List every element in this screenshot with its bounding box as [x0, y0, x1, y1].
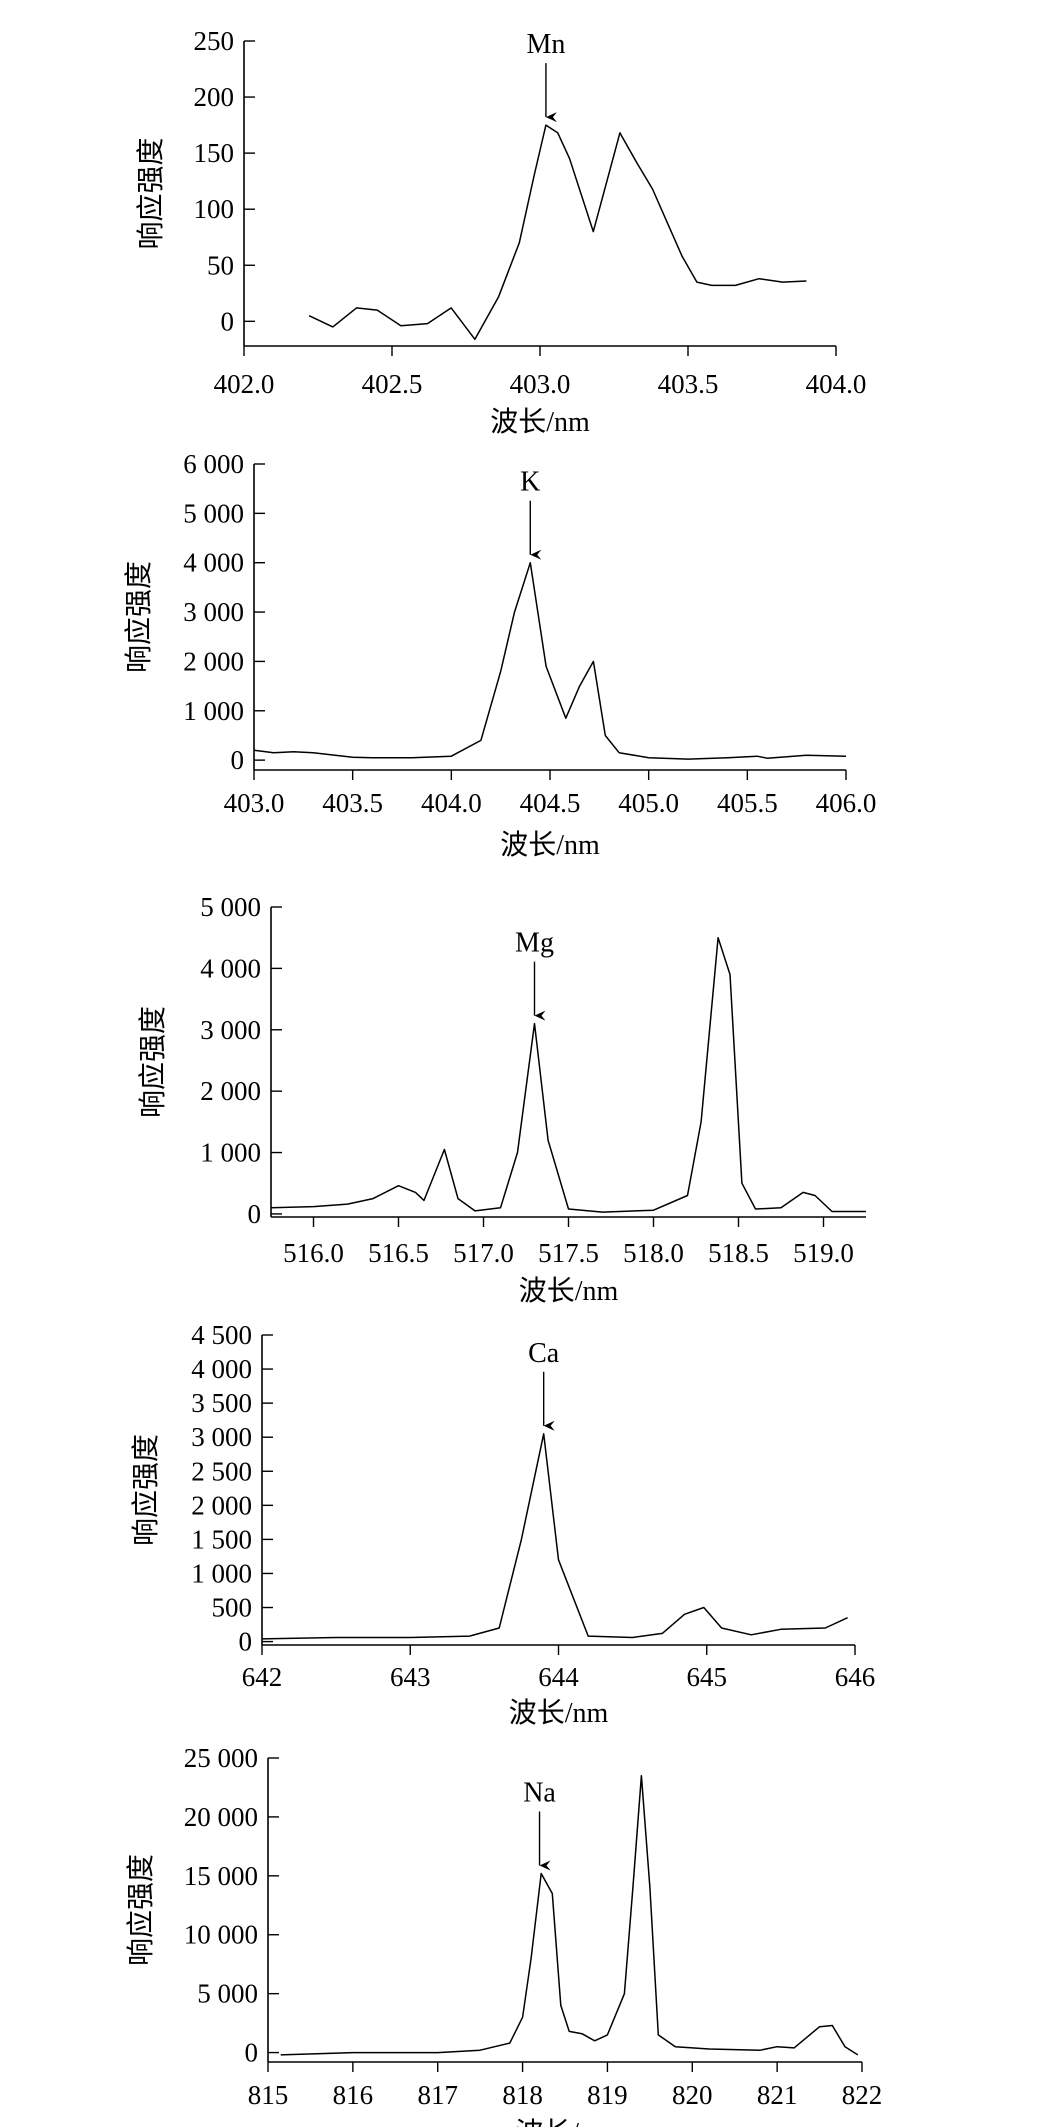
y-tick-label: 1 000: [183, 696, 244, 726]
peak-annotation-label: Na: [523, 1777, 556, 1808]
chart-mg: 0 1 000 2 000 3 000 4 000 5 000 516.0 516.5 517.…: [137, 892, 866, 1307]
y-tick-label: 250: [194, 26, 235, 56]
x-axis-title: 波长/nm: [490, 406, 590, 438]
y-tick-label: 10 000: [184, 1920, 258, 1950]
y-axis-title: 响应强度: [137, 1006, 169, 1118]
x-axis-title: 波长/nm: [500, 829, 600, 861]
x-tick-label: 517.5: [538, 1238, 599, 1268]
spectrum-line: [253, 561, 847, 760]
x-tick-label: 516.0: [283, 1238, 344, 1268]
y-tick-label: 150: [194, 138, 235, 168]
y-tick-label: 1 000: [200, 1138, 261, 1168]
y-axis-title: 响应强度: [130, 1434, 162, 1546]
peak-annotation-label: Mg: [515, 928, 554, 959]
y-tick-label: 2 000: [200, 1076, 261, 1106]
x-tick-label: 403.0: [510, 369, 571, 399]
x-tick-label: 815: [248, 2080, 289, 2110]
y-tick-label: 50: [207, 250, 234, 280]
y-tick-label: 0: [239, 1627, 253, 1657]
chart-na: 0 5 000 10 000 15 000 20 000 25 000 815 816 817 8…: [125, 1743, 882, 2127]
x-tick-label: 519.0: [793, 1238, 854, 1268]
x-tick-label: 646: [835, 1662, 876, 1692]
x-tick-label: 404.0: [421, 788, 482, 818]
x-axis-title: 波长/nm: [515, 2117, 615, 2127]
x-tick-label: 642: [242, 1662, 283, 1692]
y-tick-label: 1 000: [191, 1558, 252, 1588]
y-tick-label: 0: [221, 306, 235, 336]
chart-ca: 0 500 1 000 1 500 2 000 2 500 3 000 3 500 4 000 4…: [130, 1320, 875, 1729]
x-tick-label: 518.0: [623, 1238, 684, 1268]
y-axis-title: 响应强度: [123, 561, 155, 673]
chart-mn: 0 50 100 150 200 250 402.0 402.5 403.0 403.5 404.0…: [135, 26, 866, 438]
y-tick-label: 100: [194, 194, 235, 224]
x-axis-title: 波长/nm: [509, 1697, 609, 1729]
y-tick-label: 3 000: [200, 1015, 261, 1045]
y-tick-label: 200: [194, 82, 235, 112]
x-tick-label: 405.5: [717, 788, 778, 818]
x-tick-label: 821: [757, 2080, 798, 2110]
x-tick-label: 517.0: [453, 1238, 514, 1268]
y-tick-label: 3 000: [191, 1422, 252, 1452]
y-tick-label: 0: [231, 745, 245, 775]
y-tick-label: 5 000: [197, 1979, 258, 2009]
x-axis-title: 波长/nm: [519, 1275, 619, 1307]
y-tick-label: 3 500: [191, 1388, 252, 1418]
peak-annotation-label: Ca: [528, 1338, 560, 1369]
y-tick-label: 1 500: [191, 1524, 252, 1554]
spectrum-line: [308, 124, 807, 341]
x-tick-label: 404.5: [520, 788, 581, 818]
x-tick-label: 644: [538, 1662, 579, 1692]
x-tick-label: 819: [587, 2080, 628, 2110]
x-tick-label: 820: [672, 2080, 713, 2110]
y-tick-label: 4 000: [183, 548, 244, 578]
x-tick-label: 817: [417, 2080, 458, 2110]
peak-annotation-label: K: [520, 467, 540, 498]
y-tick-label: 0: [245, 2038, 259, 2068]
y-tick-label: 6 000: [183, 449, 244, 479]
y-axis-title: 响应强度: [125, 1854, 157, 1966]
y-tick-label: 2 000: [191, 1490, 252, 1520]
spectrum-line: [280, 1774, 859, 2056]
x-tick-label: 406.0: [816, 788, 877, 818]
x-tick-label: 816: [333, 2080, 374, 2110]
peak-annotation-label: Mn: [526, 29, 565, 60]
y-axis-title: 响应强度: [135, 137, 167, 249]
x-tick-label: 403.5: [322, 788, 383, 818]
y-tick-label: 4 500: [191, 1320, 252, 1350]
y-tick-label: 5 000: [200, 892, 261, 922]
y-tick-label: 25 000: [184, 1743, 258, 1773]
spectrum-line: [261, 1433, 848, 1640]
x-tick-label: 402.5: [362, 369, 423, 399]
x-tick-label: 405.0: [618, 788, 679, 818]
y-tick-label: 0: [248, 1199, 262, 1229]
spectrum-line: [270, 936, 866, 1213]
x-tick-label: 822: [842, 2080, 883, 2110]
y-tick-label: 4 000: [191, 1354, 252, 1384]
y-tick-label: 2 000: [183, 646, 244, 676]
x-tick-label: 643: [390, 1662, 431, 1692]
x-tick-label: 645: [687, 1662, 728, 1692]
y-tick-label: 15 000: [184, 1861, 258, 1891]
x-tick-label: 518.5: [708, 1238, 769, 1268]
y-tick-label: 4 000: [200, 953, 261, 983]
y-tick-label: 2 500: [191, 1456, 252, 1486]
y-tick-label: 500: [212, 1593, 253, 1623]
y-tick-label: 20 000: [184, 1802, 258, 1832]
x-tick-label: 404.0: [806, 369, 867, 399]
x-tick-label: 403.0: [224, 788, 285, 818]
x-tick-label: 403.5: [658, 369, 719, 399]
y-tick-label: 5 000: [183, 498, 244, 528]
chart-k: 0 1 000 2 000 3 000 4 000 5 000 6 000 403.0 403.…: [123, 449, 876, 861]
x-tick-label: 402.0: [214, 369, 275, 399]
x-tick-label: 516.5: [368, 1238, 429, 1268]
y-tick-label: 3 000: [183, 597, 244, 627]
x-tick-label: 818: [502, 2080, 543, 2110]
